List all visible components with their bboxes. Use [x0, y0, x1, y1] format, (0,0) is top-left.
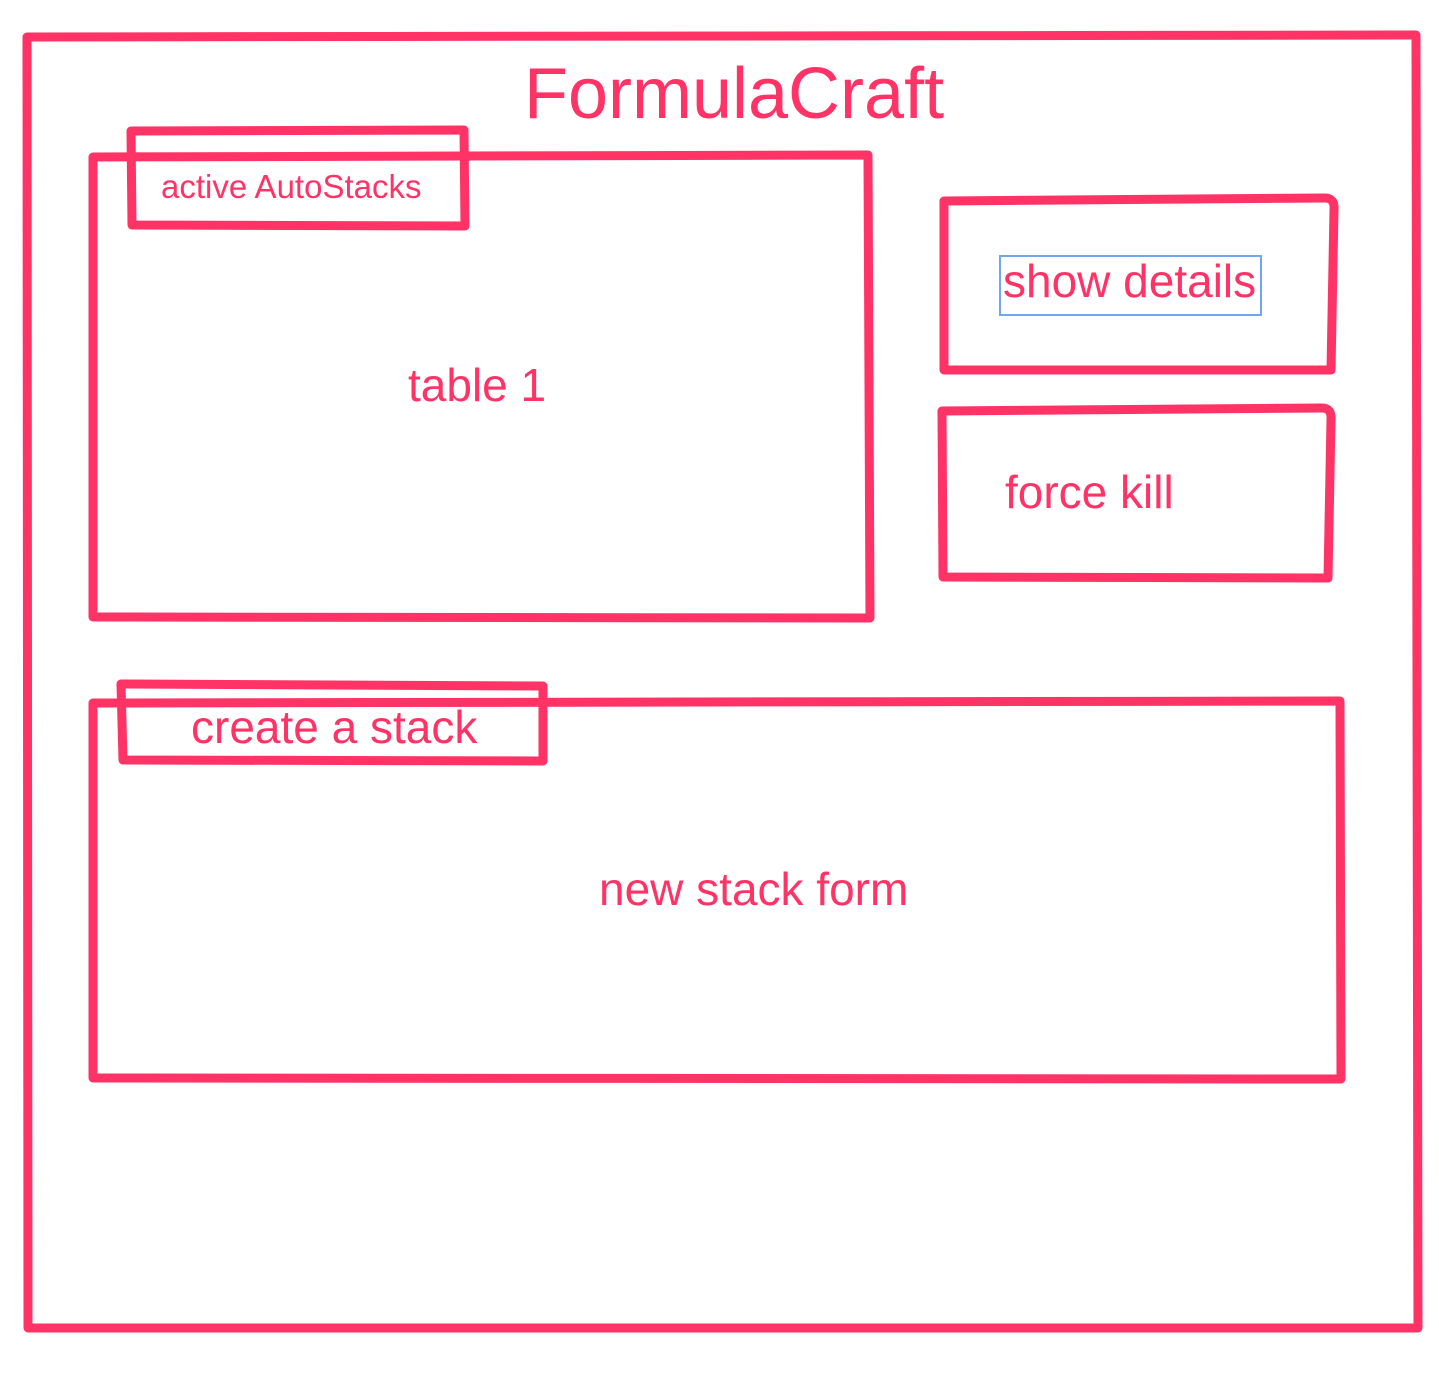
autostacks-table-placeholder: table 1 — [408, 359, 547, 411]
force-kill-label[interactable]: force kill — [1005, 466, 1174, 518]
autostacks-panel-border — [88, 150, 875, 623]
window-frame — [22, 30, 1423, 1333]
tab-active-autostacks[interactable]: active AutoStacks — [161, 168, 422, 205]
tab-create-a-stack[interactable]: create a stack — [191, 701, 478, 753]
show-details-button-border — [939, 193, 1339, 375]
force-kill-button-border — [937, 403, 1336, 583]
app-title: FormulaCraft — [524, 54, 945, 134]
autostacks-tab-border — [126, 125, 470, 231]
new-stack-form-placeholder: new stack form — [599, 863, 909, 915]
create-tab-border — [116, 679, 548, 766]
show-details-label[interactable]: show details — [998, 255, 1263, 316]
create-panel-border — [88, 696, 1346, 1084]
